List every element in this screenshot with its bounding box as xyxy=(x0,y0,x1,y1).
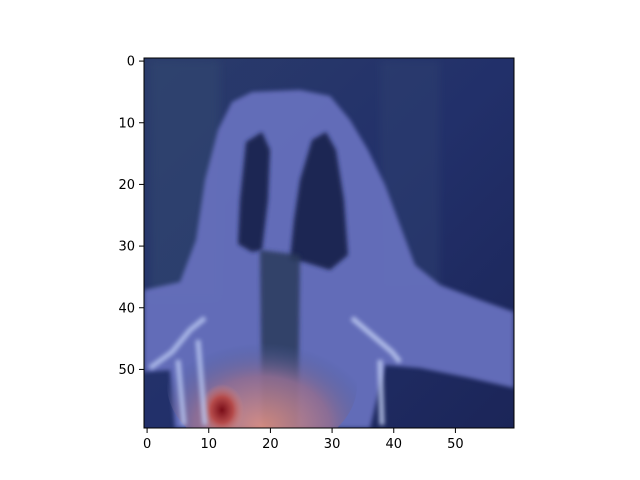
y-tick-label: 10 xyxy=(118,116,135,131)
y-tick-label: 20 xyxy=(118,178,135,193)
heatmap-image xyxy=(144,58,514,428)
x-tick-label: 50 xyxy=(447,437,464,452)
right-highlight-edge xyxy=(350,316,402,426)
y-tick-label: 0 xyxy=(127,55,135,70)
y-tick-label: 40 xyxy=(118,301,135,316)
y-axis: 0 10 20 30 40 50 xyxy=(118,55,144,378)
warm-region xyxy=(167,315,357,428)
x-tick-label: 0 xyxy=(143,437,151,452)
x-tick-label: 10 xyxy=(200,437,217,452)
y-tick-label: 50 xyxy=(118,363,135,378)
x-tick-label: 40 xyxy=(385,437,402,452)
right-dark-gap xyxy=(290,132,348,270)
x-tick-label: 20 xyxy=(262,437,279,452)
hot-spot xyxy=(200,384,244,428)
left-highlight-edge xyxy=(148,316,208,426)
y-tick-label: 30 xyxy=(118,240,135,255)
x-axis: 0 10 20 30 40 50 xyxy=(143,428,464,452)
left-dark-gap xyxy=(238,132,270,252)
plot-frame xyxy=(143,57,515,429)
x-tick-label: 30 xyxy=(324,437,341,452)
